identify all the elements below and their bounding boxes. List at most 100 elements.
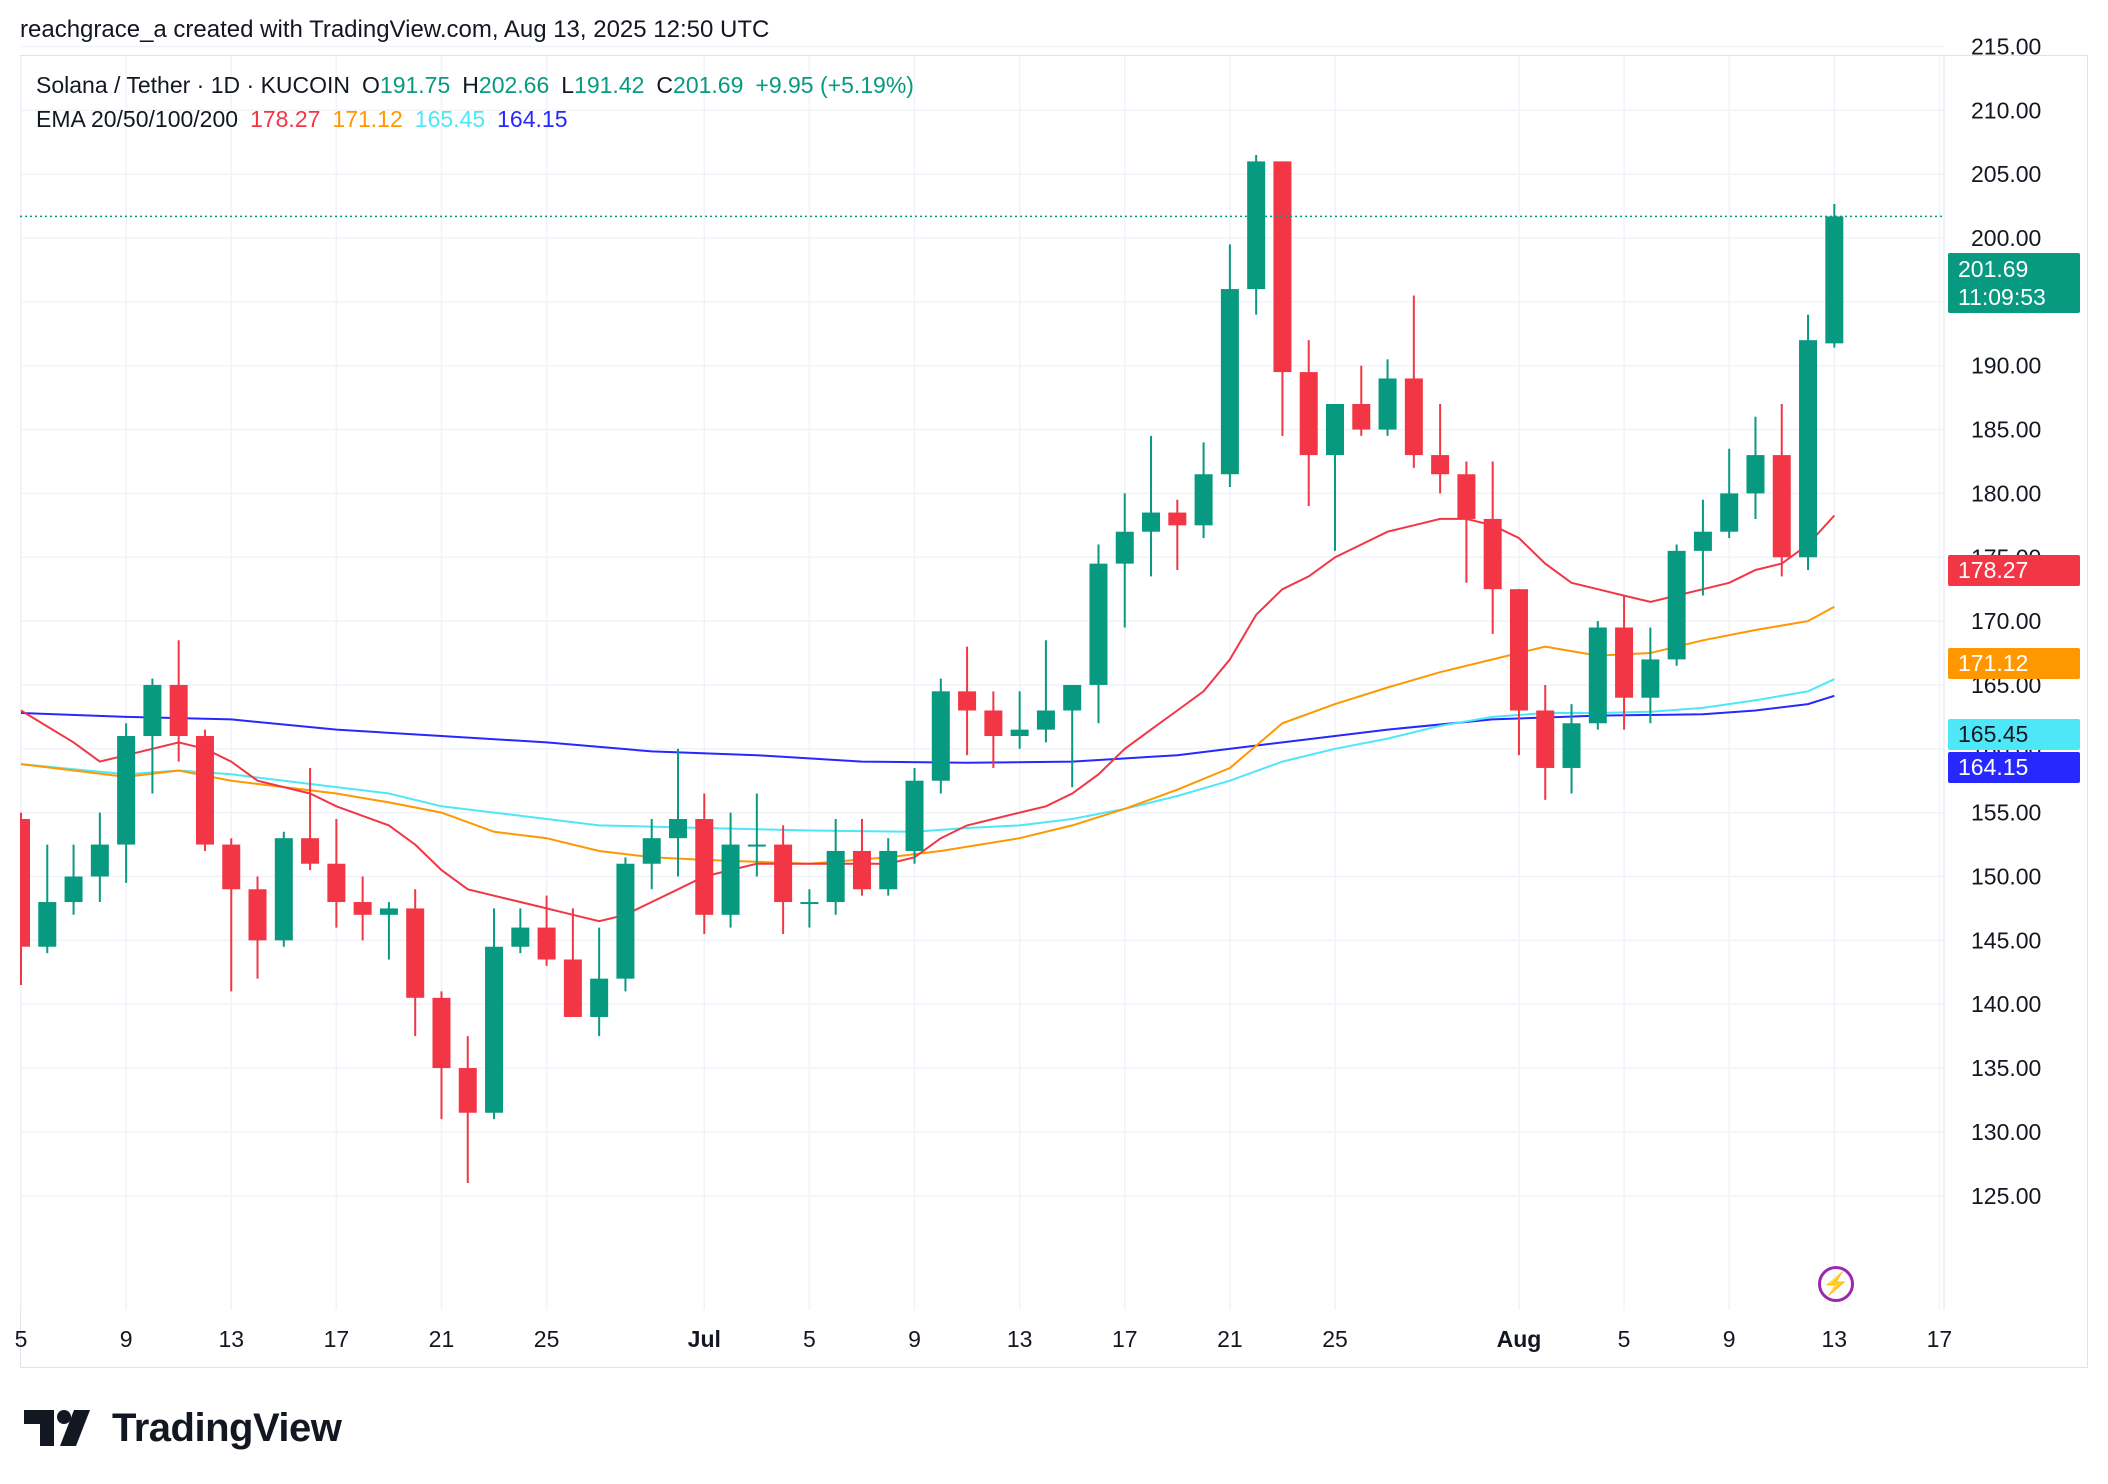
ema200-value: 164.15 xyxy=(497,106,568,132)
symbol-title[interactable]: Solana / Tether · 1D · KUCOIN xyxy=(36,72,351,98)
candle-body xyxy=(1825,216,1844,344)
candle-body xyxy=(747,844,766,847)
ema-label[interactable]: EMA 20/50/100/200 xyxy=(36,106,239,132)
chart-credit: reachgrace_a created with TradingView.co… xyxy=(20,16,770,43)
open-value: 191.75 xyxy=(379,72,451,98)
candle-body xyxy=(537,927,556,960)
candle-body xyxy=(327,863,346,903)
x-tick-label: 9 xyxy=(120,1326,133,1352)
y-tick-label: 130.00 xyxy=(1971,1119,2041,1145)
y-tick-label: 145.00 xyxy=(1971,927,2041,953)
candle-body xyxy=(90,844,109,877)
low-label: L xyxy=(561,72,575,98)
x-tick-label: 5 xyxy=(803,1326,816,1352)
candle-body xyxy=(1194,474,1213,526)
candle-body xyxy=(1247,161,1266,290)
y-tick-label: 185.00 xyxy=(1971,417,2041,443)
y-tick-label: 170.00 xyxy=(1971,608,2041,634)
x-tick-label: 25 xyxy=(534,1326,560,1352)
candle-body xyxy=(695,819,714,915)
ema100-value: 165.45 xyxy=(414,106,486,132)
x-tick-label: 9 xyxy=(908,1326,921,1352)
candle-body xyxy=(485,946,504,1113)
ema200-line xyxy=(20,694,1835,764)
tradingview-logo[interactable]: TradingView xyxy=(24,1405,342,1451)
tradingview-logo-text: TradingView xyxy=(112,1405,342,1450)
candle-body xyxy=(1115,531,1134,564)
candlestick-chart[interactable]: 215.00210.00205.00200.00195.00190.00185.… xyxy=(0,0,2108,1380)
ema50-value: 171.12 xyxy=(332,106,403,132)
candle-body xyxy=(1036,710,1055,730)
candle-body xyxy=(1693,531,1712,551)
ema50-price-tag: 171.12 xyxy=(1948,648,2080,679)
close-label: C xyxy=(656,72,674,98)
candle-body xyxy=(1142,512,1161,532)
x-tick-label: 9 xyxy=(1723,1326,1736,1352)
candle-body xyxy=(721,844,740,915)
candle-body xyxy=(958,691,977,711)
x-tick-label: 25 xyxy=(1322,1326,1348,1352)
candle-body xyxy=(1667,550,1686,660)
candle-body xyxy=(879,850,898,890)
candle-body xyxy=(1457,474,1476,519)
lightning-icon[interactable]: ⚡ xyxy=(1818,1266,1854,1302)
candle-body xyxy=(1641,659,1660,698)
candle-body xyxy=(406,908,425,998)
candle-body xyxy=(1299,372,1318,456)
ohlc-legend[interactable]: Solana / Tether · 1D · KUCOIN O191.75 H202… xyxy=(36,72,926,99)
candle-body xyxy=(1746,455,1765,494)
high-label: H xyxy=(462,72,479,98)
candle-body xyxy=(38,902,57,947)
x-tick-label: Aug xyxy=(1497,1326,1542,1352)
y-tick-label: 215.00 xyxy=(1971,33,2041,59)
plot-area[interactable] xyxy=(12,154,1844,1183)
candle-body xyxy=(1010,729,1029,737)
candle-body xyxy=(1772,455,1791,558)
candle-body xyxy=(800,902,819,905)
candle-body xyxy=(301,838,320,864)
ema-legend[interactable]: EMA 20/50/100/200 178.27 171.12 165.45 164.1… xyxy=(36,106,580,133)
ema200-price-tag: 164.15 xyxy=(1948,752,2080,783)
high-value: 202.66 xyxy=(478,72,550,98)
candle-body xyxy=(169,684,188,737)
candle-body xyxy=(826,850,845,903)
x-tick-label: 5 xyxy=(15,1326,28,1352)
last-price-value: 201.69 xyxy=(1958,256,2029,282)
x-tick-label: 13 xyxy=(1007,1326,1033,1352)
y-tick-label: 190.00 xyxy=(1971,353,2041,379)
candle-body xyxy=(931,691,950,781)
y-tick-label: 125.00 xyxy=(1971,1183,2041,1209)
y-tick-label: 140.00 xyxy=(1971,991,2041,1017)
candle-body xyxy=(852,850,871,890)
ema100-line xyxy=(20,678,1835,833)
candle-body xyxy=(774,844,793,903)
y-tick-label: 180.00 xyxy=(1971,480,2041,506)
x-tick-label: 21 xyxy=(1217,1326,1243,1352)
candle-body xyxy=(1168,512,1187,526)
tradingview-logo-icon xyxy=(24,1410,98,1446)
y-tick-label: 200.00 xyxy=(1971,225,2041,251)
candle-body xyxy=(1431,455,1450,475)
candle-body xyxy=(642,838,661,864)
candle-body xyxy=(616,863,635,979)
candle-body xyxy=(222,844,241,890)
x-tick-label: 5 xyxy=(1618,1326,1631,1352)
candle-body xyxy=(563,959,582,1017)
candle-body xyxy=(1089,563,1108,685)
x-tick-label: 17 xyxy=(324,1326,350,1352)
y-tick-label: 135.00 xyxy=(1971,1055,2041,1081)
candle-body xyxy=(1352,404,1371,430)
candle-body xyxy=(353,902,372,915)
candle-body xyxy=(984,710,1003,737)
candle-body xyxy=(1536,710,1555,768)
close-value: 201.69 xyxy=(673,72,744,98)
y-tick-label: 205.00 xyxy=(1971,161,2041,187)
countdown-value: 11:09:53 xyxy=(1958,284,2046,310)
candle-body xyxy=(1220,289,1239,475)
candle-body xyxy=(1273,161,1292,373)
x-tick-label: Jul xyxy=(688,1326,721,1352)
candle-body xyxy=(458,1068,477,1113)
ema20-price-tag: 178.27 xyxy=(1948,555,2080,586)
candle-body xyxy=(1799,340,1818,558)
candle-body xyxy=(1509,589,1528,711)
